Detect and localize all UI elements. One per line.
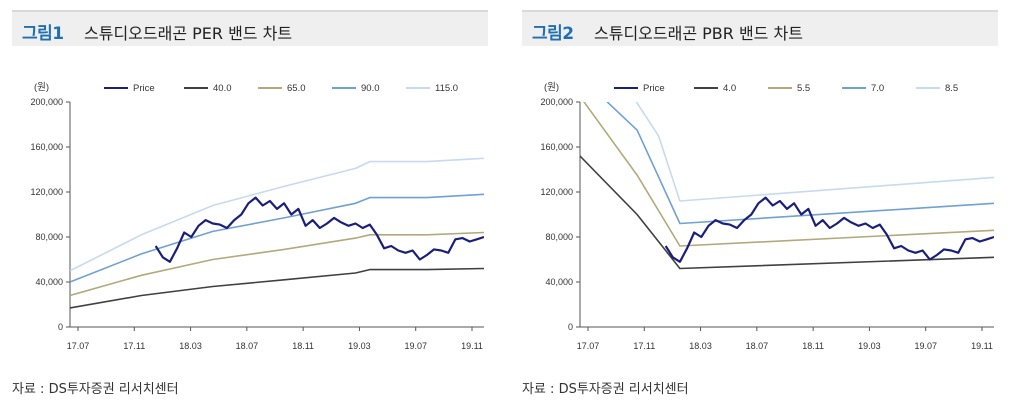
- legend-item: 90.0: [332, 83, 380, 94]
- legend-label: 4.0: [723, 83, 736, 94]
- legend-label: 40.0: [213, 83, 232, 94]
- x-tick-label: 19.07: [914, 341, 937, 351]
- x-tick-label: 19.07: [404, 341, 427, 351]
- x-tick-label: 19.11: [971, 341, 993, 351]
- x-tick-label: 18.11: [802, 341, 824, 351]
- band-series-line: [70, 193, 484, 283]
- legend-label: 90.0: [361, 83, 380, 94]
- band-series-line: [606, 102, 994, 225]
- y-tick-label: 40,000: [35, 277, 63, 287]
- y-tick-label: 40,000: [545, 277, 573, 287]
- y-tick-label: 200,000: [540, 97, 573, 107]
- y-unit-label: (원): [34, 82, 49, 93]
- y-tick-label: 120,000: [30, 187, 63, 197]
- legend-item: 65.0: [258, 83, 306, 94]
- x-tick-label: 17.11: [633, 341, 655, 351]
- x-tick-label: 17.07: [67, 341, 90, 351]
- legend-item: 40.0: [184, 83, 232, 94]
- legend-item: Price: [104, 83, 155, 94]
- chart-header: 그림2 스튜디오드래곤 PBR 밴드 차트: [522, 10, 998, 46]
- y-tick-label: 160,000: [540, 142, 573, 152]
- legend-item: 4.0: [694, 83, 736, 94]
- y-tick-label: 0: [568, 322, 573, 332]
- x-tick-label: 19.11: [461, 341, 483, 351]
- source-note: 자료 : DS투자증권 리서치센터: [12, 382, 179, 397]
- y-tick-label: 200,000: [30, 97, 63, 107]
- figure-label: 그림2: [532, 24, 574, 44]
- price-series-line: [154, 196, 484, 263]
- band-series-line: [70, 157, 484, 272]
- x-tick-label: 18.03: [179, 341, 202, 351]
- pbr-band-chart: (원) Price 4.0 5.5 7.0 8.5 0 40,000 80,000 120,000…: [540, 82, 994, 351]
- per-band-chart: (원) Price 40.0 65.0 90.0 115.0 0 40,000 80,000 12…: [30, 82, 484, 351]
- band-series-line: [70, 267, 484, 309]
- x-tick-label: 19.03: [858, 341, 881, 351]
- legend-label: 5.5: [797, 83, 810, 94]
- band-series-line: [583, 102, 994, 247]
- legend-label: 8.5: [945, 83, 958, 94]
- legend-item: 7.0: [842, 83, 884, 94]
- chart-header: 그림1 스튜디오드래곤 PER 밴드 차트: [12, 10, 488, 46]
- x-tick-label: 18.07: [746, 341, 769, 351]
- x-tick-label: 17.11: [123, 341, 145, 351]
- band-series-line: [635, 102, 994, 202]
- chart-title: 스튜디오드래곤 PER 밴드 차트: [84, 24, 293, 43]
- legend-label: 115.0: [435, 83, 458, 94]
- band-series-line: [580, 155, 994, 270]
- price-series-line: [664, 196, 994, 263]
- legend-label: 7.0: [871, 83, 884, 94]
- legend-item: 5.5: [768, 83, 810, 94]
- legend-label: 65.0: [287, 83, 306, 94]
- band-series-line: [70, 231, 484, 297]
- legend-item: Price: [614, 83, 665, 94]
- x-tick-label: 19.03: [348, 341, 371, 351]
- pbr-band-chart-panel: 그림2 스튜디오드래곤 PBR 밴드 차트 (원) Price 4.0 5.5 7.0 8…: [522, 0, 1000, 405]
- y-tick-label: 120,000: [540, 187, 573, 197]
- x-tick-label: 17.07: [577, 341, 600, 351]
- legend-label: Price: [133, 83, 155, 94]
- y-tick-label: 0: [58, 322, 63, 332]
- x-tick-label: 18.07: [236, 341, 259, 351]
- per-band-chart-panel: 그림1 스튜디오드래곤 PER 밴드 차트 (원) Price 40.0 65.0 90…: [12, 0, 490, 405]
- y-tick-label: 80,000: [545, 232, 573, 242]
- legend-item: 115.0: [406, 83, 458, 94]
- legend-label: Price: [643, 83, 665, 94]
- x-tick-label: 18.11: [292, 341, 314, 351]
- y-tick-label: 80,000: [35, 232, 63, 242]
- source-note: 자료 : DS투자증권 리서치센터: [522, 382, 689, 397]
- y-unit-label: (원): [544, 82, 559, 93]
- y-tick-label: 160,000: [30, 142, 63, 152]
- chart-title: 스튜디오드래곤 PBR 밴드 차트: [594, 24, 803, 43]
- x-tick-label: 18.03: [689, 341, 712, 351]
- legend-item: 8.5: [916, 83, 958, 94]
- figure-label: 그림1: [22, 24, 64, 44]
